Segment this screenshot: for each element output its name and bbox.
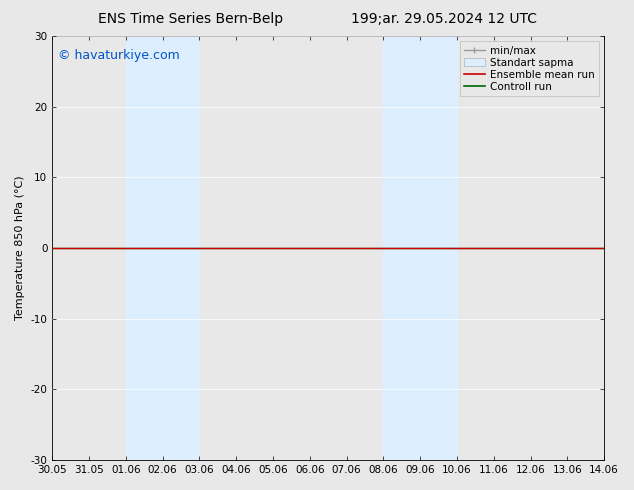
Text: ENS Time Series Bern-Belp: ENS Time Series Bern-Belp <box>98 12 283 26</box>
Y-axis label: Temperature 850 hPa (°C): Temperature 850 hPa (°C) <box>15 176 25 320</box>
Text: © havaturkiye.com: © havaturkiye.com <box>58 49 179 62</box>
Text: 199;ar. 29.05.2024 12 UTC: 199;ar. 29.05.2024 12 UTC <box>351 12 537 26</box>
Legend: min/max, Standart sapma, Ensemble mean run, Controll run: min/max, Standart sapma, Ensemble mean r… <box>460 41 599 96</box>
Bar <box>126 36 200 460</box>
Bar <box>384 36 457 460</box>
